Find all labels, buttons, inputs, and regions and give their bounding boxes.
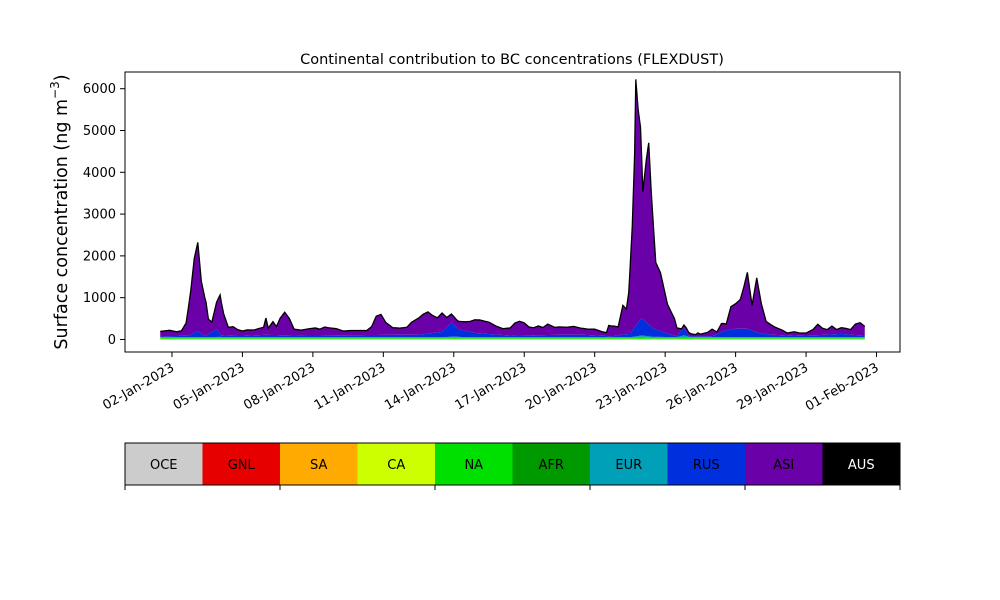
x-tick-label: 05-Jan-2023 xyxy=(171,360,248,413)
x-tick-label: 01-Feb-2023 xyxy=(803,360,882,414)
x-tick-label: 14-Jan-2023 xyxy=(382,360,459,413)
x-tick-label: 23-Jan-2023 xyxy=(594,360,671,413)
legend-label-eur: EUR xyxy=(615,458,642,473)
legend-swatch-aus xyxy=(822,443,900,485)
x-tick-label: 20-Jan-2023 xyxy=(523,360,600,413)
legend: OCE GNL SA CA NA AFR EUR RUS ASI AUS xyxy=(124,442,901,490)
total-outline xyxy=(160,79,866,336)
legend-swatch-eur xyxy=(590,443,668,485)
legend-label-rus: RUS xyxy=(693,458,720,473)
y-axis-label-sup: −3 xyxy=(48,81,62,99)
y-axis: 0 1000 2000 3000 4000 5000 6000 xyxy=(83,82,125,348)
legend-label-sa: SA xyxy=(310,458,327,473)
area-afr xyxy=(160,336,865,338)
x-tick-label: 29-Jan-2023 xyxy=(735,360,812,413)
legend-swatch-na xyxy=(435,443,513,485)
plot-frame xyxy=(124,71,901,353)
legend-label-oce: OCE xyxy=(150,458,178,473)
legend-swatch-gnl xyxy=(202,443,280,485)
y-axis-label-close: ) xyxy=(52,74,72,81)
legend-swatch-oce xyxy=(125,443,203,485)
legend-swatch-asi xyxy=(745,443,823,485)
x-tick-label: 08-Jan-2023 xyxy=(241,360,318,413)
legend-frame xyxy=(124,442,901,486)
y-tick-label: 4000 xyxy=(83,166,116,181)
y-axis-label: Surface concentration (ng m−3) xyxy=(48,74,72,349)
y-tick-label: 6000 xyxy=(83,82,116,97)
x-tick-label: 26-Jan-2023 xyxy=(664,360,741,413)
legend-label-aus: AUS xyxy=(848,458,875,473)
stacked-areas xyxy=(160,79,866,340)
legend-label-ca: CA xyxy=(387,458,405,473)
legend-label-asi: ASI xyxy=(773,458,794,473)
area-na xyxy=(160,336,865,339)
x-tick-label: 11-Jan-2023 xyxy=(312,360,389,413)
y-tick-label: 1000 xyxy=(83,291,116,306)
area-asi xyxy=(160,79,865,337)
y-tick-label: 2000 xyxy=(83,249,116,264)
legend-swatch-rus xyxy=(667,443,745,485)
chart-title: Continental contribution to BC concentra… xyxy=(300,52,724,68)
legend-label-na: NA xyxy=(464,458,483,473)
legend-swatch-sa xyxy=(280,443,358,485)
legend-label-gnl: GNL xyxy=(228,458,256,473)
x-axis: 02-Jan-202305-Jan-202308-Jan-202311-Jan-… xyxy=(100,352,882,414)
y-tick-label: 0 xyxy=(108,333,116,348)
legend-swatch-afr xyxy=(512,443,590,485)
x-tick-label: 02-Jan-2023 xyxy=(100,360,177,413)
area-eur xyxy=(160,335,865,338)
y-axis-label-main: Surface concentration (ng m xyxy=(52,99,72,350)
x-tick-label: 17-Jan-2023 xyxy=(453,360,530,413)
y-tick-label: 5000 xyxy=(83,124,116,139)
legend-swatch-ca xyxy=(357,443,435,485)
legend-label-afr: AFR xyxy=(539,458,564,473)
y-tick-label: 3000 xyxy=(83,208,116,223)
